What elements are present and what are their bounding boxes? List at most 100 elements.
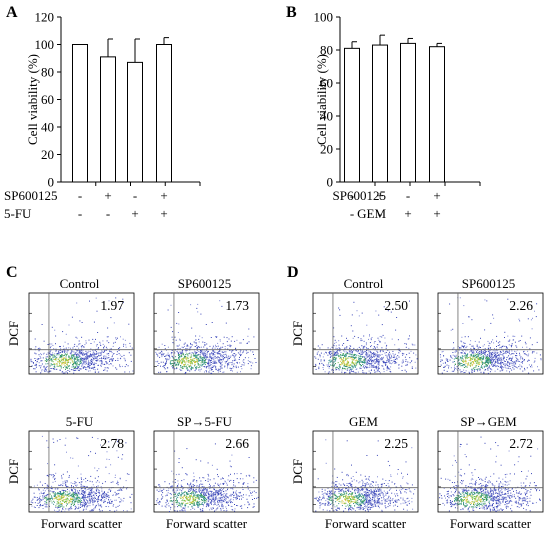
panel-d-flow-dot <box>488 359 490 361</box>
panel-c-flow-dot <box>81 496 83 498</box>
panel-c-flow-dot <box>95 356 97 358</box>
panel-c-flow-dot <box>51 343 53 345</box>
panel-c-flow-dot <box>93 508 95 510</box>
panel-c-flow-dot <box>212 354 214 356</box>
panel-c-flow-dot <box>117 482 119 484</box>
panel-d-flow-dot <box>363 347 365 349</box>
panel-c-flow-dot <box>188 348 190 350</box>
panel-d-flow-dot <box>375 361 377 363</box>
panel-c-flow-dot <box>211 322 213 323</box>
panel-d-flow-dot <box>487 362 489 363</box>
panel-c-flow-dot <box>249 475 251 477</box>
panel-c-flow-dot <box>166 504 168 506</box>
panel-c-flow-dot <box>71 358 73 360</box>
panel-c-flow-dot <box>81 493 83 494</box>
panel-c-flow-dot <box>83 491 85 493</box>
panel-c-flow-dot <box>101 351 103 353</box>
panel-c-flow-dot <box>187 493 189 495</box>
panel-c-flow-dot <box>203 493 205 495</box>
panel-c-flow-dot <box>190 346 192 348</box>
panel-d-flow-dot <box>353 357 355 359</box>
panel-c-flow-dot <box>110 502 112 504</box>
panel-c-flow-dot <box>219 486 220 488</box>
panel-d-flow-dot <box>342 360 344 362</box>
panel-c-flow-dot <box>205 487 206 489</box>
panel-d-flow-dot <box>477 353 479 355</box>
panel-c-flow-dot <box>56 499 58 501</box>
panel-c-flow-dot <box>213 359 215 361</box>
panel-c-flow-dot <box>205 366 207 368</box>
panel-b-ytick-label: 0 <box>327 175 334 190</box>
panel-c-flow-dot <box>210 490 212 492</box>
panel-c-flow-dot <box>200 489 202 491</box>
panel-c-flow-dot <box>30 358 32 360</box>
panel-c-flow-dot <box>189 499 191 501</box>
panel-c-flow-dot <box>222 356 224 358</box>
panel-c-flow-dot <box>172 481 174 483</box>
panel-c-flow-dot <box>178 312 180 313</box>
panel-c-flow-dot <box>30 501 32 503</box>
panel-c-flow-ylabel: DCF <box>6 321 21 346</box>
panel-c-flow-dot <box>50 500 52 502</box>
panel-c-flow-dot <box>209 495 211 497</box>
panel-d-flow-dot <box>456 368 458 370</box>
panel-d-flow-dot <box>407 361 409 363</box>
panel-c-flow-dot <box>217 348 218 350</box>
panel-c-flow-dot <box>107 494 109 496</box>
panel-d-flow-dot <box>382 350 384 352</box>
panel-c-flow-dot <box>114 491 116 493</box>
panel-c-flow-dot <box>200 493 202 494</box>
panel-c-flow-dot <box>198 504 200 506</box>
panel-c-flow-dot <box>62 371 64 373</box>
panel-c-flow-dot <box>222 497 224 499</box>
panel-c-flow-dot <box>168 483 170 485</box>
panel-d-flow-dot <box>354 363 356 365</box>
panel-c-flow-dot <box>100 345 102 346</box>
panel-c-flow-dot <box>84 495 86 497</box>
panel-c-flow-dot <box>242 339 244 341</box>
panel-d-flow-dot <box>341 371 343 373</box>
panel-c-flow-dot <box>234 353 236 355</box>
panel-d-flow-dot <box>465 366 467 368</box>
panel-d-flow-dot <box>411 368 413 369</box>
panel-c-flow-dot <box>202 477 204 479</box>
panel-c-flow-dot <box>75 365 77 367</box>
panel-c-flow-dot <box>86 369 88 371</box>
panel-c-flow-dot <box>211 499 212 501</box>
panel-c-flow-dot <box>36 484 38 486</box>
panel-d-flow-dot <box>512 367 514 369</box>
panel-d-flow-dot <box>461 345 463 347</box>
panel-c-flow-dot <box>52 438 54 440</box>
panel-c-flow-dot <box>99 510 101 512</box>
panel-c-flow-dot <box>232 360 234 362</box>
panel-c-flow-dot <box>33 506 35 508</box>
panel-c-flow-dot <box>61 361 63 363</box>
panel-c-flow-dot <box>183 497 184 499</box>
panel-d-flow-dot <box>477 355 479 357</box>
panel-d-flow-dot <box>351 368 353 370</box>
panel-d-flow-dot <box>368 351 370 353</box>
panel-c-flow-dot <box>213 478 215 480</box>
panel-d-flow-dot <box>388 355 390 357</box>
panel-c-flow-dot <box>181 467 183 469</box>
panel-d-flow-dot <box>330 360 332 362</box>
panel-c-flow-dot <box>204 342 206 344</box>
panel-d-flow-dot <box>363 372 365 374</box>
panel-c-flow-dot <box>107 357 109 359</box>
panel-c-flow-dot <box>93 368 95 370</box>
panel-d-flow-dot <box>385 354 387 356</box>
panel-c-flow-dot <box>227 489 228 491</box>
panel-c-flow-dot <box>185 356 187 357</box>
panel-c-flow-dot <box>81 500 82 502</box>
panel-c-flow-dot <box>38 350 40 352</box>
panel-c-flow-dot <box>46 488 48 490</box>
panel-c-flow-dot <box>223 501 225 503</box>
panel-d-flow-dot <box>359 352 361 354</box>
panel-c-flow-dot <box>183 357 185 359</box>
panel-c-flow-dot <box>61 496 63 498</box>
panel-d-flow-dot <box>367 348 369 349</box>
panel-d-flow-dot <box>456 351 458 353</box>
panel-d-flow-dot <box>362 356 363 358</box>
panel-c-flow-dot <box>61 494 63 496</box>
panel-c-flow-dot <box>244 504 246 506</box>
